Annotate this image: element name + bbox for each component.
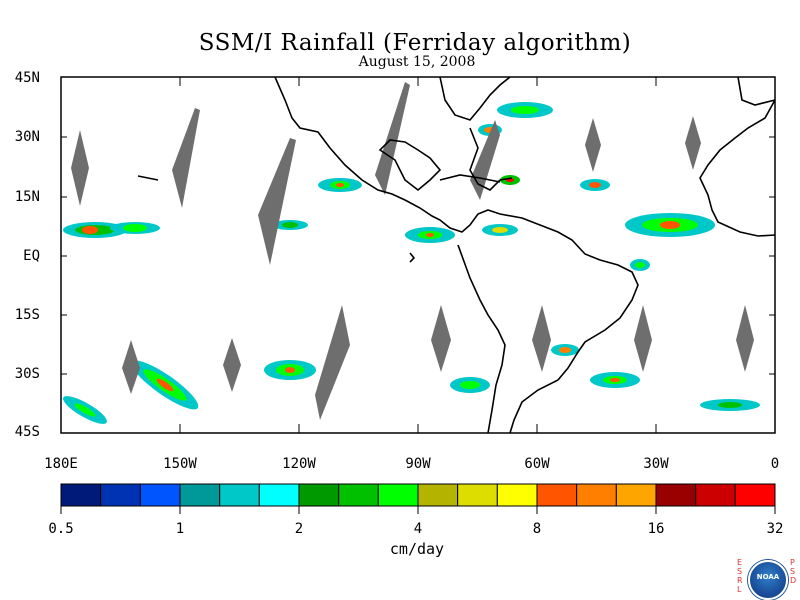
- colorbar-label-4: 4: [413, 521, 423, 537]
- colorbar-swatch: [179, 483, 221, 507]
- lat-label-30n: 30N: [14, 129, 40, 145]
- lon-label-90w: 90W: [405, 456, 431, 472]
- colorbar-swatch: [655, 483, 697, 507]
- colorbar-label-32: 32: [766, 521, 784, 537]
- map-title: SSM/I Rainfall (Ferriday algorithm): [198, 30, 632, 56]
- lon-label-60w: 60W: [524, 456, 550, 472]
- lon-label-120w: 120W: [282, 456, 316, 472]
- colorbar-swatch: [417, 483, 459, 507]
- noaa-logo-icon: NOAA: [748, 560, 788, 600]
- map-date: August 15, 2008: [358, 54, 476, 70]
- axis-ticks: [60, 76, 776, 434]
- logo-noaa-text: NOAA: [756, 573, 780, 581]
- colorbar: [60, 483, 776, 507]
- lat-label-15s: 15S: [14, 307, 40, 323]
- colorbar-swatch: [695, 483, 736, 507]
- colorbar-swatch: [60, 483, 102, 507]
- colorbar-swatch: [576, 483, 617, 507]
- lat-label-eq: EQ: [23, 248, 40, 264]
- colorbar-label-16: 16: [647, 521, 665, 537]
- colorbar-label-0-5: 0.5: [48, 521, 74, 537]
- lat-label-15n: 15N: [14, 189, 40, 205]
- colorbar-swatch: [536, 483, 578, 507]
- colorbar-swatch: [219, 483, 260, 507]
- colorbar-label-1: 1: [175, 521, 185, 537]
- colorbar-swatch: [338, 483, 379, 507]
- lon-label-30w: 30W: [643, 456, 669, 472]
- no-data-swaths: [71, 82, 754, 420]
- lat-label-45s: 45S: [14, 424, 40, 440]
- colorbar-units: cm/day: [389, 540, 445, 558]
- colorbar-ticks: [60, 506, 776, 514]
- colorbar-label-2: 2: [294, 521, 304, 537]
- colorbar-swatch: [258, 483, 300, 507]
- colorbar-swatch: [139, 483, 181, 507]
- lon-label-0: 0: [770, 456, 780, 472]
- colorbar-swatch: [734, 483, 776, 507]
- lon-label-180e: 180E: [44, 456, 78, 472]
- colorbar-swatch: [496, 483, 538, 507]
- colorbar-swatch: [457, 483, 498, 507]
- colorbar-label-8: 8: [532, 521, 542, 537]
- lat-label-45n: 45N: [14, 70, 40, 86]
- lat-label-30s: 30S: [14, 366, 40, 382]
- colorbar-swatch: [377, 483, 419, 507]
- map-frame: [60, 76, 776, 434]
- lon-label-150w: 150W: [163, 456, 197, 472]
- colorbar-swatch: [298, 483, 340, 507]
- colorbar-swatch: [100, 483, 141, 507]
- coastlines: [137, 76, 776, 434]
- colorbar-swatch: [615, 483, 657, 507]
